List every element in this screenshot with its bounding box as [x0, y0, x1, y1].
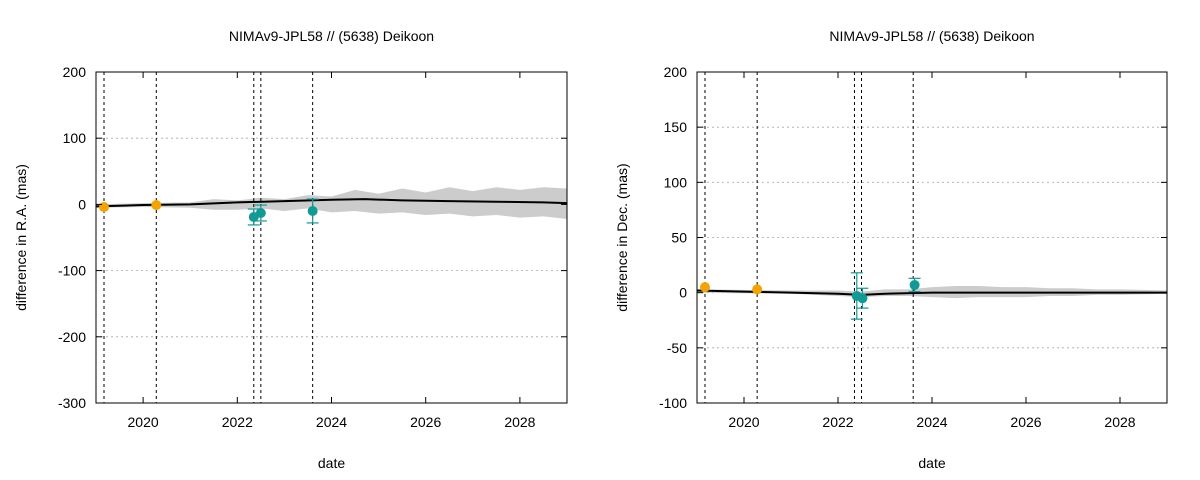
x-tick-label: 2028 — [504, 414, 535, 430]
y-axis-label: difference in Dec. (mas) — [614, 163, 630, 311]
y-tick-label: -100 — [659, 395, 687, 411]
median-line — [696, 289, 1167, 296]
y-tick-label: -100 — [58, 263, 86, 279]
y-tick-label: 200 — [664, 64, 688, 80]
x-tick-label: 2022 — [222, 414, 253, 430]
y-tick-label: 100 — [664, 174, 688, 190]
y-tick-label: 200 — [63, 64, 87, 80]
data-point-series-1 — [99, 202, 110, 213]
chart-panel-1: NIMAv9-JPL58 // (5638) Deikoon -300 -200 -1… — [13, 28, 568, 471]
data-point-series-2 — [909, 279, 920, 290]
data-point-series-2 — [255, 208, 266, 219]
x-axis-label: date — [318, 455, 345, 471]
x-tick-label: 2020 — [728, 414, 759, 430]
y-axis-label: difference in R.A. (mas) — [13, 164, 29, 311]
plot-frame — [95, 71, 568, 404]
y-tick-label: 150 — [664, 119, 688, 135]
y-tick-label: -200 — [58, 329, 86, 345]
x-tick-label: 2022 — [822, 414, 853, 430]
x-tick-label: 2020 — [128, 414, 159, 430]
x-tick-label: 2026 — [1010, 414, 1041, 430]
x-tick-label: 2026 — [410, 414, 441, 430]
data-point-series-2 — [857, 293, 868, 304]
data-point-series-1 — [752, 284, 763, 295]
chart-title: NIMAv9-JPL58 // (5638) Deikoon — [229, 28, 434, 44]
data-point-series-1 — [699, 282, 710, 293]
median-line — [95, 198, 568, 208]
x-tick-label: 2028 — [1104, 414, 1135, 430]
data-point-series-2 — [307, 206, 318, 217]
y-tick-label: 0 — [78, 196, 86, 212]
y-tick-label: -300 — [58, 395, 86, 411]
chart-title: NIMAv9-JPL58 // (5638) Deikoon — [829, 28, 1034, 44]
y-tick-label: 0 — [679, 285, 687, 301]
y-tick-label: -50 — [667, 340, 687, 356]
chart-panel-2: NIMAv9-JPL58 // (5638) Deikoon -100 -50 0 50… — [614, 28, 1168, 471]
x-axis-label: date — [918, 455, 945, 471]
y-tick-label: 100 — [63, 130, 87, 146]
x-tick-label: 2024 — [916, 414, 947, 430]
x-tick-label: 2024 — [316, 414, 347, 430]
y-tick-label: 50 — [671, 230, 687, 246]
data-point-series-1 — [151, 200, 162, 211]
uncertainty-band — [96, 187, 567, 219]
